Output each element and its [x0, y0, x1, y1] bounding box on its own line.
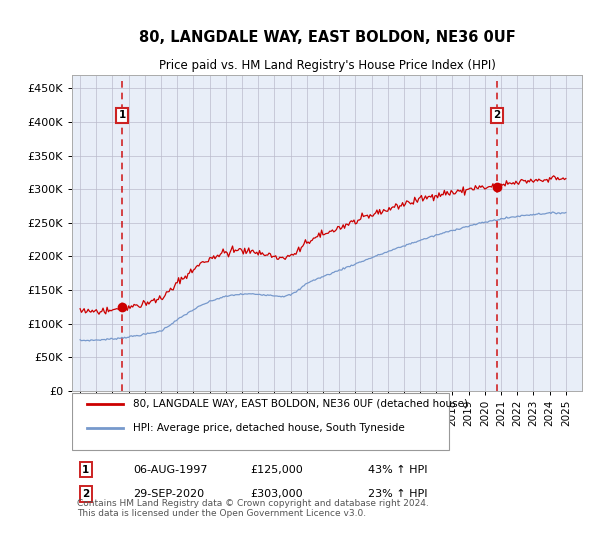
Text: 80, LANGDALE WAY, EAST BOLDON, NE36 0UF: 80, LANGDALE WAY, EAST BOLDON, NE36 0UF	[139, 30, 515, 45]
Text: 29-SEP-2020: 29-SEP-2020	[133, 489, 205, 499]
Text: £303,000: £303,000	[251, 489, 303, 499]
FancyBboxPatch shape	[72, 393, 449, 450]
Text: 43% ↑ HPI: 43% ↑ HPI	[368, 465, 427, 475]
Text: Price paid vs. HM Land Registry's House Price Index (HPI): Price paid vs. HM Land Registry's House …	[158, 59, 496, 72]
Text: 1: 1	[119, 110, 126, 120]
Text: HPI: Average price, detached house, South Tyneside: HPI: Average price, detached house, Sout…	[133, 423, 405, 433]
Text: £125,000: £125,000	[251, 465, 303, 475]
Text: 23% ↑ HPI: 23% ↑ HPI	[368, 489, 427, 499]
Text: 1: 1	[82, 465, 89, 475]
Text: 80, LANGDALE WAY, EAST BOLDON, NE36 0UF (detached house): 80, LANGDALE WAY, EAST BOLDON, NE36 0UF …	[133, 399, 468, 408]
Text: 2: 2	[82, 489, 89, 499]
Text: Contains HM Land Registry data © Crown copyright and database right 2024.
This d: Contains HM Land Registry data © Crown c…	[77, 499, 429, 518]
Text: 06-AUG-1997: 06-AUG-1997	[133, 465, 208, 475]
Text: 2: 2	[493, 110, 500, 120]
